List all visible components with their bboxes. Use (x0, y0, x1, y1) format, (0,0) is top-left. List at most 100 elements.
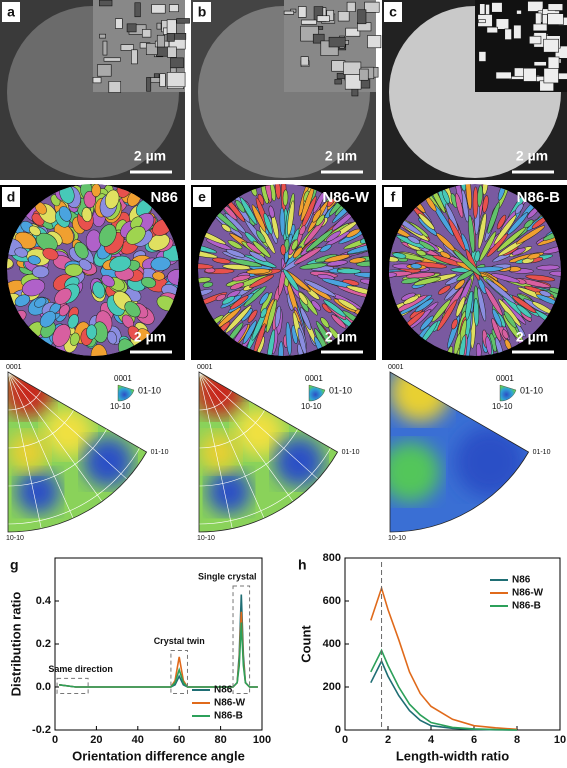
grain (97, 64, 112, 77)
y-tick-label: 0.4 (36, 595, 52, 607)
grain (401, 277, 420, 284)
grain (22, 278, 46, 297)
grain (293, 247, 322, 265)
grain (389, 256, 399, 263)
grain (225, 304, 252, 334)
grain (318, 26, 324, 30)
grain (547, 13, 564, 25)
grain (102, 40, 108, 56)
grain (120, 44, 134, 51)
grain (52, 324, 71, 347)
grain (86, 324, 97, 340)
grain (312, 33, 325, 44)
grain (34, 297, 47, 308)
grain (331, 60, 346, 72)
grain (312, 209, 322, 223)
legend-label: N86-B (512, 601, 541, 612)
grain (407, 235, 421, 244)
pf-label: 0001 (197, 364, 213, 371)
grain (507, 212, 529, 235)
intensity (390, 372, 450, 422)
grain (303, 279, 336, 297)
label-box (2, 187, 20, 207)
pf-label: 01-10 (533, 449, 551, 456)
annotation: Crystal twin (154, 636, 205, 646)
grain (285, 321, 292, 356)
grain (514, 203, 524, 215)
grain (29, 225, 41, 236)
grain (146, 77, 152, 92)
grain (516, 304, 532, 318)
ebsd-map (198, 184, 370, 356)
grain (496, 227, 527, 252)
grain (293, 246, 303, 259)
grain (448, 218, 466, 251)
grain (485, 278, 516, 304)
grain (487, 202, 500, 234)
grain (170, 57, 184, 69)
grain (282, 189, 289, 207)
legend-label: N86 (214, 685, 233, 696)
panel-label: e (198, 189, 206, 205)
grain (145, 43, 158, 55)
grain (511, 295, 537, 314)
grain (67, 314, 79, 329)
ebsd-map (7, 184, 179, 356)
grain (260, 307, 268, 318)
grain (107, 330, 118, 345)
grain (437, 285, 451, 295)
grain (473, 297, 480, 327)
grain (347, 243, 370, 254)
grain (356, 260, 370, 267)
grain (198, 263, 214, 270)
key-label: 0001 (496, 374, 514, 383)
grain (14, 247, 28, 258)
grain (468, 215, 475, 253)
grain (299, 262, 328, 270)
grain (280, 244, 286, 256)
grain (212, 257, 231, 264)
grain (300, 56, 309, 66)
inset (92, 0, 190, 93)
grain (166, 72, 186, 88)
grain (291, 239, 299, 251)
color-key (117, 384, 135, 402)
grain (418, 213, 435, 230)
grain (364, 1, 380, 13)
grain (493, 214, 517, 245)
grain (415, 249, 427, 257)
grain (547, 3, 564, 11)
grain (405, 272, 436, 279)
grain (454, 279, 466, 290)
grain (455, 193, 464, 218)
grain (277, 341, 284, 356)
grain (491, 2, 503, 13)
scale-label: 2 µm (516, 148, 548, 164)
pf-grid (199, 372, 233, 529)
grain (319, 244, 332, 253)
legend-label: N86-W (512, 588, 544, 599)
grain (59, 304, 70, 317)
intensity (207, 470, 251, 514)
pf-grid (199, 372, 294, 502)
panel-label: b (198, 4, 207, 20)
grain (305, 229, 334, 253)
y-tick-label: 800 (323, 552, 341, 564)
grain (109, 255, 132, 272)
grain (39, 311, 56, 328)
grain (478, 19, 486, 24)
pf-label: 10-10 (6, 535, 24, 542)
grain (7, 257, 14, 269)
grain (359, 68, 369, 81)
grain (477, 213, 487, 249)
grain (150, 256, 171, 271)
grain (167, 46, 177, 58)
panel-label: h (298, 557, 307, 573)
panel-label: d (7, 189, 16, 205)
series-line (370, 659, 518, 731)
grain (221, 223, 232, 233)
grain (251, 204, 267, 232)
grain (479, 3, 486, 15)
grain (536, 264, 560, 271)
x-tick-label: 60 (173, 734, 185, 746)
